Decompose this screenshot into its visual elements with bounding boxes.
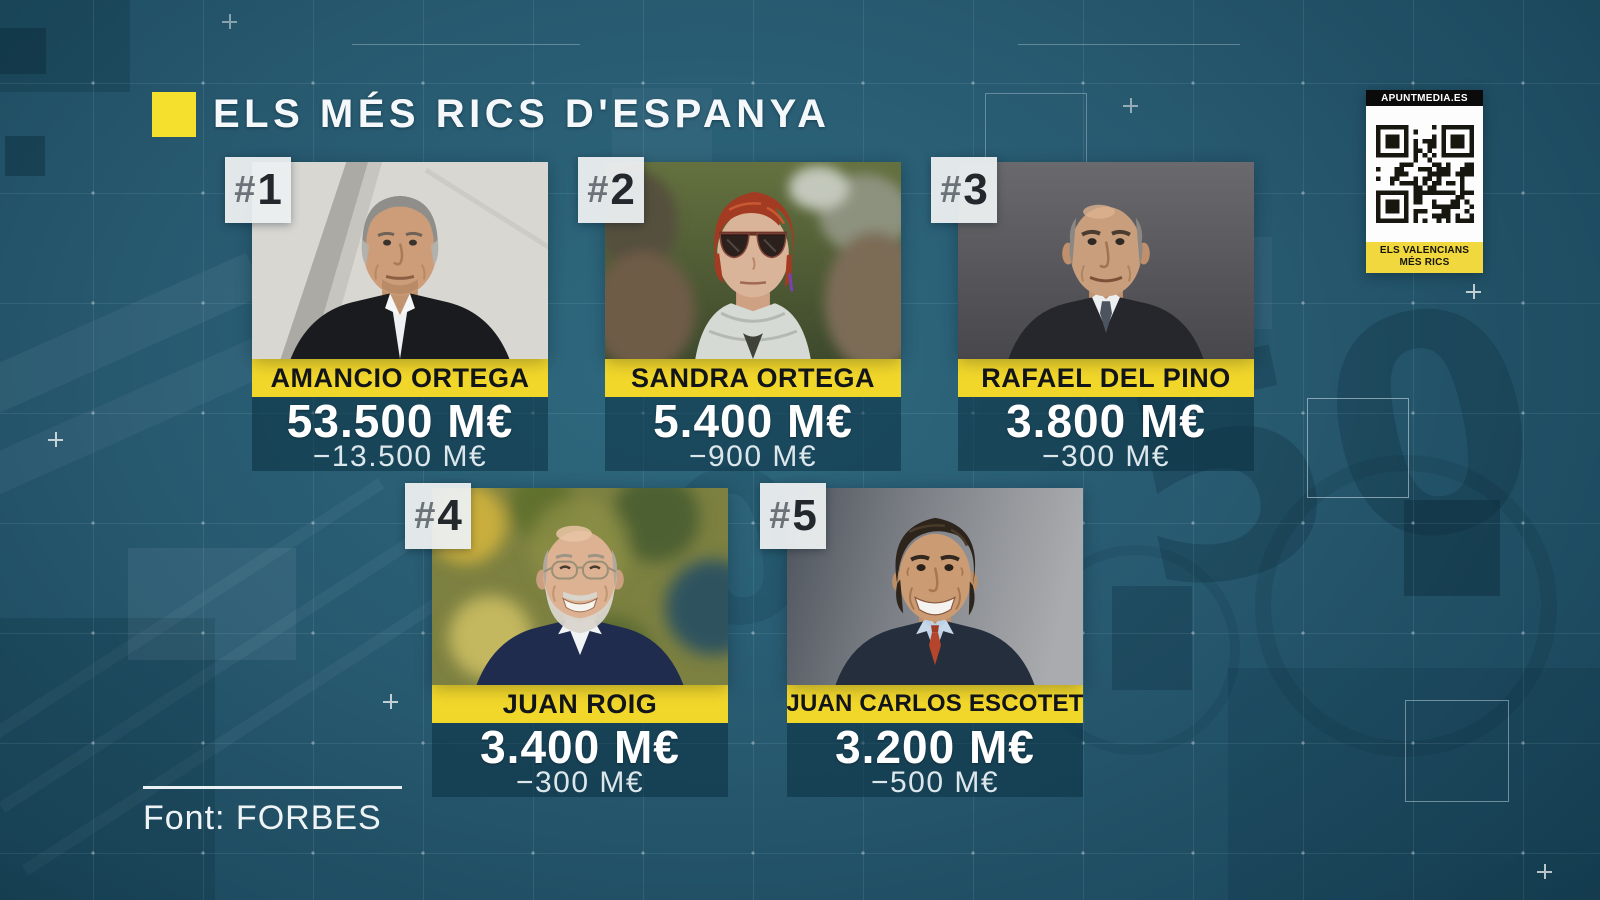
wealth-panel: 5.400 M€ −900 M€ xyxy=(605,395,901,473)
rank-badge: #5 xyxy=(760,483,826,549)
qr-site-label: APUNTMEDIA.ES xyxy=(1366,90,1483,106)
person-name: SANDRA ORTEGA xyxy=(605,359,901,397)
rank-card-juan-carlos-escotet: #5 xyxy=(760,483,1083,799)
qr-caption-line1: ELS VALENCIANS xyxy=(1379,245,1470,256)
plus-mark-icon xyxy=(1123,98,1138,113)
decor-square-dark xyxy=(0,618,215,900)
decor-square-dark xyxy=(5,136,45,176)
net-worth-value: 5.400 M€ xyxy=(653,395,853,447)
wealth-change-value: −300 M€ xyxy=(1041,440,1171,473)
wealth-panel: 3.400 M€ −300 M€ xyxy=(432,721,728,799)
decor-tick xyxy=(352,44,580,45)
photo-rafael-del-pino xyxy=(958,162,1254,359)
person-name: JUAN ROIG xyxy=(432,685,728,723)
rank-badge: #2 xyxy=(578,157,644,223)
wealth-change-value: −300 M€ xyxy=(515,766,645,799)
rank-card-amancio-ortega: #1 xyxy=(225,157,548,473)
qr-caption: ELS VALENCIANS MÉS RICS xyxy=(1366,242,1483,273)
photo-juan-roig xyxy=(432,488,728,685)
qr-caption-line2: MÉS RICS xyxy=(1399,257,1450,268)
person-name: JUAN CARLOS ESCOTET xyxy=(786,685,1083,723)
photo-amancio-ortega xyxy=(252,162,548,359)
wealth-panel: 3.200 M€ −500 M€ xyxy=(787,721,1083,799)
title-bullet-icon xyxy=(152,92,196,137)
qr-widget: APUNTMEDIA.ES ELS VALENCIANS MÉS RICS xyxy=(1366,90,1483,273)
decor-square-light xyxy=(128,548,296,660)
net-worth-value: 3.800 M€ xyxy=(1006,395,1206,447)
rank-card-sandra-ortega: #2 xyxy=(578,157,901,473)
wealth-change-value: −900 M€ xyxy=(688,440,818,473)
decor-square-dark xyxy=(1404,500,1500,596)
rank-badge: #1 xyxy=(225,157,291,223)
portrait-illustration xyxy=(787,488,1083,685)
decor-square-outline xyxy=(1307,398,1409,498)
decor-square-dark xyxy=(1228,668,1600,900)
source-block: Font: FORBES xyxy=(143,786,402,838)
qr-code xyxy=(1366,106,1483,242)
rank-card-juan-roig: #4 xyxy=(405,483,728,799)
net-worth-value: 53.500 M€ xyxy=(286,395,514,447)
plus-mark-icon xyxy=(383,694,398,709)
rank-badge: #3 xyxy=(931,157,997,223)
wealth-change-value: −500 M€ xyxy=(870,766,1000,799)
plus-mark-icon xyxy=(1537,864,1552,879)
net-worth-value: 3.200 M€ xyxy=(835,721,1035,773)
photo-sandra-ortega xyxy=(605,162,901,359)
decor-square-dark xyxy=(1112,586,1192,690)
decor-tick xyxy=(1018,44,1240,45)
page-title: ELS MÉS RICS D'ESPANYA xyxy=(213,92,831,136)
wealth-panel: 53.500 M€ −13.500 M€ xyxy=(252,395,548,473)
photo-juan-carlos-escotet xyxy=(787,488,1083,685)
portrait-illustration xyxy=(432,488,728,685)
decor-square-dark xyxy=(0,0,130,92)
source-divider xyxy=(143,786,402,789)
person-name: AMANCIO ORTEGA xyxy=(252,359,548,397)
decor-square-outline xyxy=(1405,700,1509,802)
wealth-panel: 3.800 M€ −300 M€ xyxy=(958,395,1254,473)
source-label: Font: FORBES xyxy=(143,799,382,837)
portrait-illustration xyxy=(252,162,548,359)
rank-badge: #4 xyxy=(405,483,471,549)
rank-card-rafael-del-pino: #3 xyxy=(931,157,1254,473)
plus-mark-icon xyxy=(1466,284,1481,299)
person-name: RAFAEL DEL PINO xyxy=(958,359,1254,397)
decor-square-dark xyxy=(0,28,46,74)
net-worth-value: 3.400 M€ xyxy=(480,721,680,773)
plus-mark-icon xyxy=(222,14,237,29)
header: ELS MÉS RICS D'ESPANYA xyxy=(152,92,831,137)
portrait-illustration xyxy=(605,162,901,359)
portrait-illustration xyxy=(958,162,1254,359)
wealth-change-value: −13.500 M€ xyxy=(312,440,488,473)
plus-mark-icon xyxy=(48,432,63,447)
qr-code-icon xyxy=(1375,125,1474,223)
